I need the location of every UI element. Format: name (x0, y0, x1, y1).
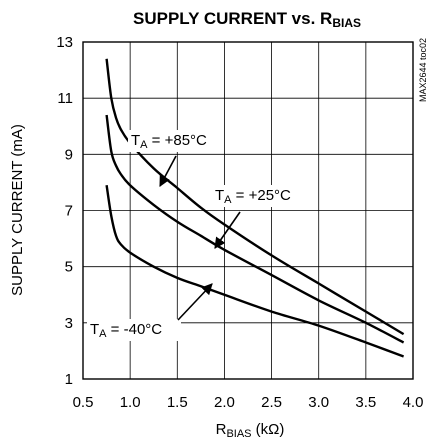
x-tick-label: 0.5 (73, 394, 94, 411)
x-tick-label: 4.0 (403, 394, 424, 411)
annotation-85c-t: T (131, 132, 140, 149)
annotation-minus40c-bg (87, 319, 181, 341)
y-tick-label: 9 (65, 146, 73, 163)
x-tick-label: 1.5 (167, 394, 188, 411)
y-tick-label: 7 (65, 203, 73, 220)
y-tick-label: 1 (65, 371, 73, 388)
annotation-minus40c-label: TA = -40°C (90, 321, 162, 340)
annotation-minus40c-t: T (90, 321, 99, 338)
y-axis-label: SUPPLY CURRENT (mA) (9, 124, 26, 296)
chart-title: SUPPLY CURRENT vs. RBIAS (133, 9, 361, 30)
chart-title-sub: BIAS (332, 16, 361, 30)
annotations: TA = +85°CTA = +25°CTA = -40°C (87, 130, 306, 341)
annotation-minus40c-arrow (177, 283, 213, 321)
figure-id: MAX2644 toc02 (418, 38, 428, 102)
annotation-25c-arrow (214, 211, 241, 249)
y-tick-label: 3 (65, 315, 73, 332)
y-tick-label: 11 (57, 90, 73, 107)
x-tick-label: 3.0 (308, 394, 329, 411)
annotation-85c-label: TA = +85°C (131, 132, 207, 151)
x-tick-label: 3.5 (355, 394, 376, 411)
x-axis-label-main: R (216, 421, 227, 438)
y-tick-label: 13 (56, 34, 73, 51)
series-group (105, 58, 405, 358)
annotation-25c-sub: A (224, 194, 232, 206)
annotation-85c-arrow (159, 155, 177, 187)
annotation-25c-t: T (215, 187, 224, 204)
series-line-minus40c (105, 185, 405, 358)
annotation-85c-value: = +85°C (148, 132, 208, 149)
chart-title-main: SUPPLY CURRENT vs. R (133, 9, 332, 28)
x-axis-ticks: 0.5 1.0 1.5 2.0 2.5 3.0 3.5 4.0 (73, 394, 424, 411)
x-tick-label: 1.0 (120, 394, 141, 411)
annotation-85c-sub: A (140, 139, 148, 151)
annotation-25c-bg (212, 185, 306, 207)
annotation-85c-bg (128, 130, 222, 152)
y-tick-label: 5 (65, 259, 73, 276)
series-line-25c (105, 114, 405, 344)
annotation-minus40c-sub: A (99, 328, 107, 340)
annotation-25c-value: = +25°C (232, 187, 292, 204)
x-tick-label: 2.5 (261, 394, 282, 411)
series-line-85c (105, 58, 405, 336)
x-axis-label: RBIAS (kΩ) (216, 421, 285, 440)
x-tick-label: 2.0 (214, 394, 235, 411)
plot-frame (82, 41, 414, 380)
x-axis-label-sub: BIAS (226, 428, 251, 440)
annotation-minus40c-value: = -40°C (107, 321, 163, 338)
x-axis-label-tail: (kΩ) (252, 421, 285, 438)
annotation-25c-label: TA = +25°C (215, 187, 291, 206)
